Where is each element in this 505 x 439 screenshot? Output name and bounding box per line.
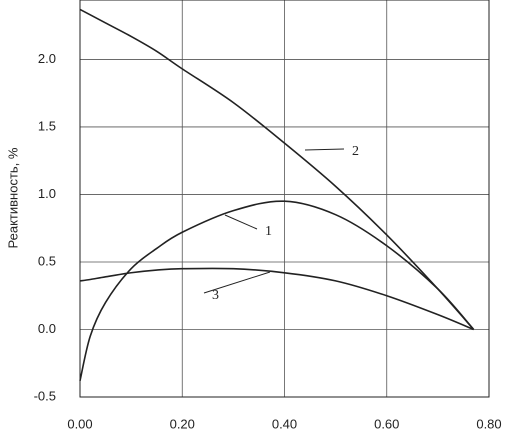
curve-label: 2 <box>352 144 359 159</box>
leader-line <box>224 214 258 230</box>
x-tick-label: 0.40 <box>272 416 297 431</box>
series-line <box>79 8 475 331</box>
y-tick-label: -0.5 <box>34 388 56 403</box>
y-tick-label: 0.0 <box>38 321 56 336</box>
x-tick-label: 0.60 <box>374 416 399 431</box>
y-tick-label: 2.0 <box>38 51 56 66</box>
y-tick-label: 1.0 <box>38 186 56 201</box>
series-line <box>79 267 474 331</box>
leader-line <box>304 148 345 151</box>
y-axis-label: Реактивность, % <box>5 147 20 248</box>
x-tick-label: 0.00 <box>67 416 92 431</box>
leader-line <box>203 271 271 294</box>
y-tick-label: 1.5 <box>38 118 56 133</box>
curve-label: 3 <box>212 288 219 303</box>
curve-label: 1 <box>265 224 272 239</box>
x-tick-label: 0.80 <box>476 416 501 431</box>
x-tick-label: 0.20 <box>170 416 195 431</box>
series-line <box>79 200 475 381</box>
plot-frame <box>79 0 490 398</box>
y-tick-label: 0.5 <box>38 253 56 268</box>
